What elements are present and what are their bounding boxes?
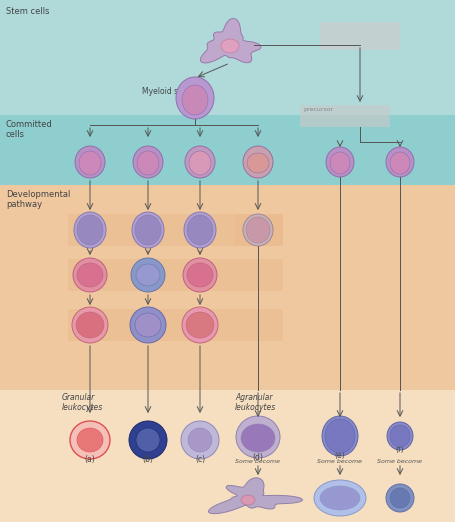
Ellipse shape (385, 147, 413, 177)
Ellipse shape (79, 151, 101, 175)
Text: (d): (d) (252, 453, 263, 462)
Text: (b): (b) (142, 455, 153, 464)
Ellipse shape (136, 264, 160, 286)
Polygon shape (208, 478, 302, 514)
Ellipse shape (136, 151, 159, 175)
Text: (e): (e) (334, 451, 344, 460)
Ellipse shape (136, 428, 160, 452)
Text: Myeloid stem cell: Myeloid stem cell (142, 87, 208, 96)
Ellipse shape (73, 258, 107, 292)
Ellipse shape (236, 416, 279, 458)
Ellipse shape (385, 484, 413, 512)
Text: (c): (c) (194, 455, 205, 464)
Ellipse shape (182, 307, 217, 343)
Ellipse shape (129, 421, 167, 459)
Ellipse shape (245, 217, 269, 243)
Ellipse shape (131, 212, 164, 248)
Ellipse shape (176, 77, 213, 119)
Text: Stem cells: Stem cells (6, 7, 50, 16)
Ellipse shape (247, 153, 268, 173)
Ellipse shape (389, 152, 409, 174)
Ellipse shape (70, 421, 110, 459)
Bar (0, 0, 455, 115)
Ellipse shape (221, 39, 238, 53)
Ellipse shape (77, 263, 103, 287)
Ellipse shape (131, 258, 165, 292)
FancyBboxPatch shape (319, 22, 399, 50)
Text: Some become: Some become (377, 459, 422, 464)
Text: (f): (f) (395, 445, 404, 454)
Ellipse shape (386, 422, 412, 450)
Ellipse shape (243, 146, 273, 178)
Ellipse shape (182, 85, 207, 115)
Ellipse shape (130, 307, 166, 343)
Ellipse shape (329, 152, 349, 174)
FancyBboxPatch shape (68, 309, 283, 341)
Ellipse shape (133, 146, 162, 178)
Ellipse shape (186, 312, 213, 338)
FancyBboxPatch shape (234, 214, 283, 246)
Ellipse shape (325, 147, 353, 177)
Ellipse shape (187, 428, 212, 452)
Ellipse shape (241, 424, 274, 452)
Ellipse shape (187, 263, 212, 287)
Text: Granular
leukocytes: Granular leukocytes (62, 393, 103, 412)
Text: precursor: precursor (302, 107, 333, 112)
Ellipse shape (135, 313, 161, 337)
Polygon shape (200, 18, 260, 63)
Ellipse shape (319, 486, 359, 510)
Bar (0, 390, 455, 522)
Ellipse shape (185, 146, 214, 178)
Text: Committed
cells: Committed cells (6, 120, 53, 139)
Ellipse shape (187, 215, 212, 245)
Bar (0, 115, 455, 185)
Ellipse shape (313, 480, 365, 516)
Text: Some become: Some become (317, 459, 362, 464)
Ellipse shape (389, 425, 409, 447)
Bar (0, 185, 455, 390)
FancyBboxPatch shape (299, 105, 389, 127)
Text: Developmental
pathway: Developmental pathway (6, 190, 70, 209)
Ellipse shape (389, 488, 409, 508)
Ellipse shape (77, 215, 103, 245)
Text: Some become: Some become (235, 459, 280, 464)
Text: Agranular
leukocytes: Agranular leukocytes (234, 393, 276, 412)
Ellipse shape (188, 151, 211, 175)
Ellipse shape (241, 495, 254, 505)
Ellipse shape (321, 416, 357, 456)
Ellipse shape (243, 214, 273, 246)
Ellipse shape (74, 212, 106, 248)
FancyBboxPatch shape (68, 214, 283, 246)
Ellipse shape (76, 312, 104, 338)
Ellipse shape (184, 212, 216, 248)
Ellipse shape (182, 258, 217, 292)
Ellipse shape (72, 307, 108, 343)
FancyBboxPatch shape (68, 259, 283, 291)
Ellipse shape (75, 146, 105, 178)
Ellipse shape (135, 215, 161, 245)
Text: (a): (a) (85, 455, 95, 464)
Ellipse shape (324, 419, 354, 453)
Ellipse shape (77, 428, 103, 452)
Ellipse shape (181, 421, 218, 459)
